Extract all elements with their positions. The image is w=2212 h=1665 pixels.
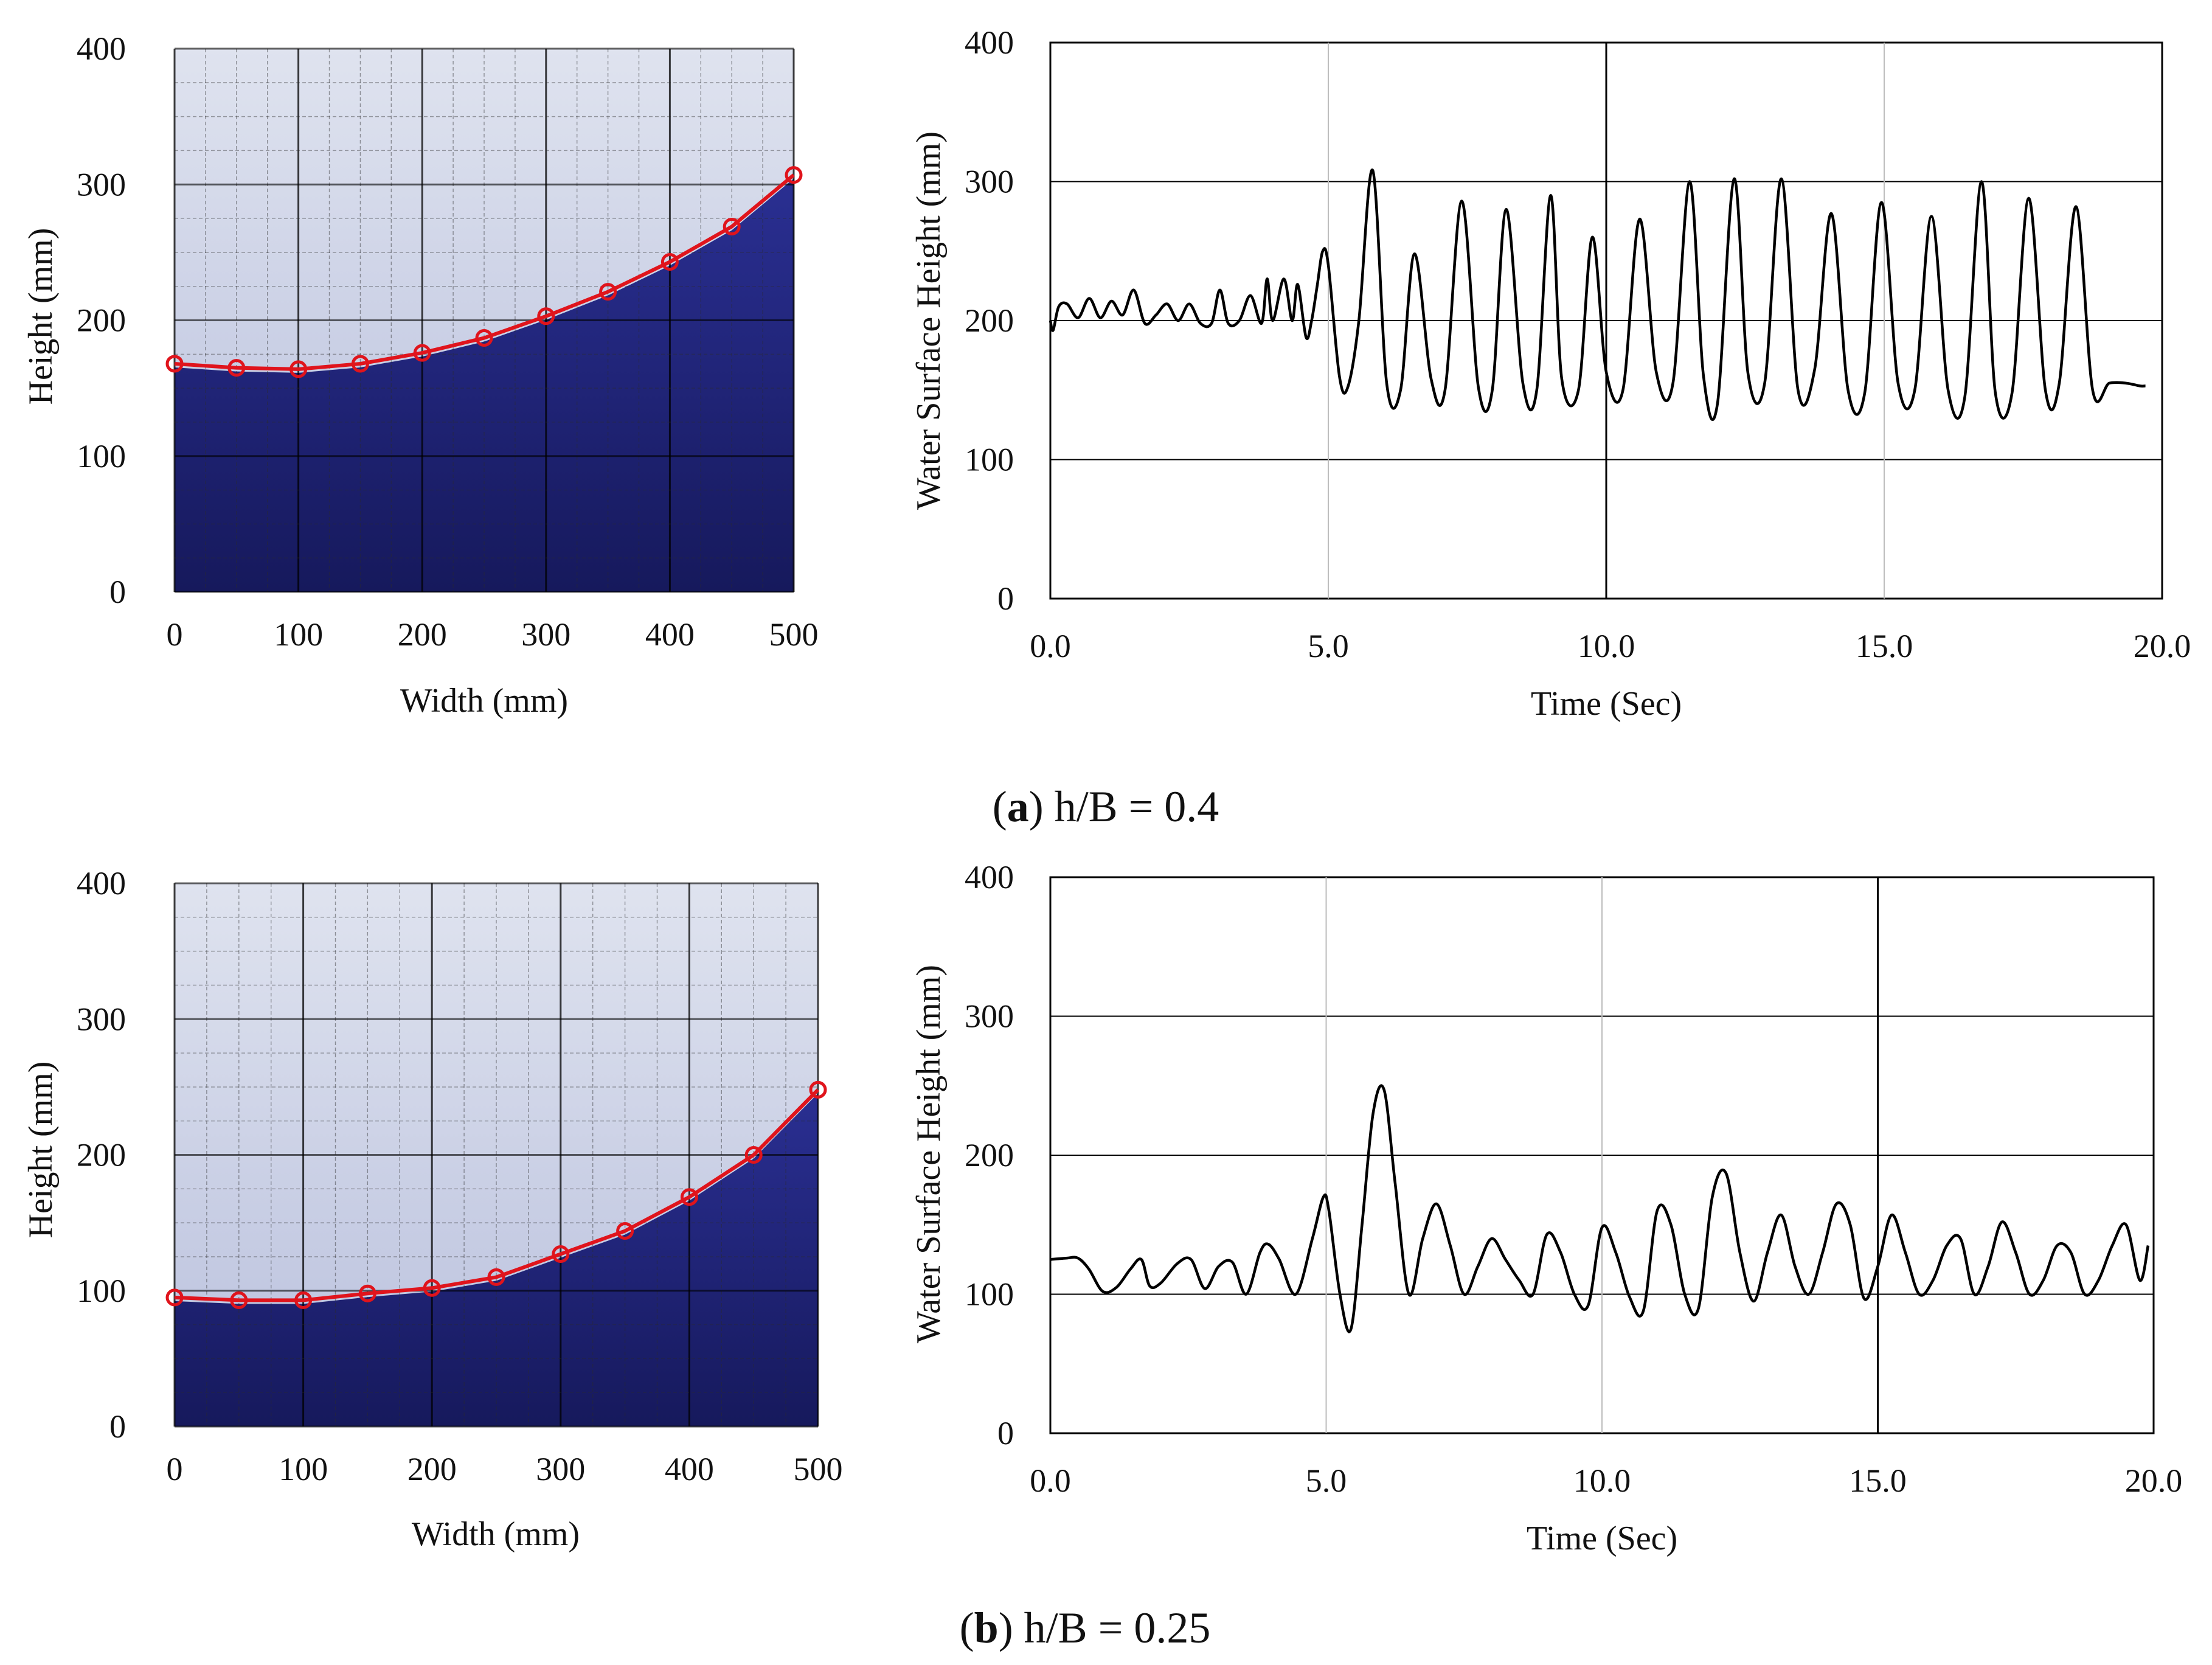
- x-tick-label: 0: [167, 616, 183, 653]
- y-tick-label: 200: [77, 1137, 126, 1173]
- y-axis-label: Height (mm): [22, 1062, 60, 1239]
- profile-point: [809, 1080, 827, 1099]
- profile-point: [290, 360, 308, 378]
- y-tick-label: 300: [965, 998, 1014, 1035]
- profile-point: [423, 1279, 441, 1297]
- water-height-series: [1049, 169, 2146, 421]
- x-axis-label: Width (mm): [412, 1515, 580, 1553]
- y-tick-label: 400: [965, 24, 1014, 61]
- caption-a: (a) h/B = 0.4: [993, 782, 1219, 831]
- x-tick-label: 200: [398, 616, 447, 653]
- profile-point: [230, 1291, 248, 1309]
- x-tick-label: 20.0: [2134, 628, 2191, 664]
- x-axis-label: Time (Sec): [1527, 1520, 1677, 1557]
- profile-point: [723, 217, 741, 235]
- y-tick-label: 300: [965, 164, 1014, 200]
- y-tick-label: 200: [965, 302, 1014, 339]
- photo-background: [173, 882, 819, 1428]
- caption-b: (b) h/B = 0.25: [960, 1604, 1211, 1652]
- photo-background: [173, 47, 795, 593]
- profile-point: [599, 283, 617, 301]
- profile-point: [785, 166, 803, 184]
- x-tick-label: 15.0: [1856, 628, 1913, 664]
- profile-line: [174, 173, 795, 371]
- x-tick-label: 400: [665, 1451, 714, 1487]
- y-tick-label: 200: [77, 302, 126, 339]
- profile-point: [475, 329, 493, 347]
- x-tick-label: 0.0: [1030, 1462, 1071, 1499]
- y-tick-label: 100: [77, 438, 126, 474]
- profile-point: [552, 1245, 570, 1263]
- profile-point: [744, 1146, 763, 1164]
- x-tick-label: 200: [407, 1451, 457, 1487]
- x-tick-label: 400: [645, 616, 695, 653]
- y-tick-label: 300: [77, 166, 126, 203]
- profile-point: [537, 307, 555, 325]
- x-tick-label: 5.0: [1308, 628, 1349, 664]
- profile-point: [680, 1188, 698, 1206]
- panel-a-timeseries-chart: 0 100 200 300 400 0.0 5.0 10.0 15.0 20.0 Time (S…: [910, 24, 2191, 723]
- x-tick-label: 0: [167, 1451, 183, 1487]
- y-tick-label: 100: [965, 1276, 1014, 1313]
- y-tick-label: 400: [77, 30, 126, 67]
- y-tick-label: 0: [997, 1415, 1014, 1451]
- profile-point: [616, 1222, 634, 1240]
- x-tick-label: 300: [521, 616, 570, 653]
- x-tick-label: 300: [536, 1451, 585, 1487]
- x-tick-label: 500: [794, 1451, 843, 1487]
- x-tick-label: 20.0: [2125, 1462, 2183, 1499]
- panel-a-profile-chart: 0 100 200 300 400 0 100 200 300 400 500 Width (mm…: [22, 30, 819, 720]
- y-tick-label: 200: [965, 1137, 1014, 1173]
- panel-b-timeseries-chart: 0 100 200 300 400 0.0 5.0 10.0 15.0 20.0 Time (S…: [910, 859, 2182, 1557]
- profile-point: [165, 1288, 184, 1307]
- profile-point: [358, 1284, 376, 1302]
- profile-point: [165, 355, 184, 373]
- water-height-series: [1050, 1084, 2150, 1333]
- y-axis-label: Water Surface Height (mm): [910, 965, 948, 1343]
- x-tick-label: 5.0: [1306, 1462, 1347, 1499]
- y-tick-label: 100: [965, 442, 1014, 478]
- y-tick-label: 400: [965, 859, 1014, 895]
- profile-point: [294, 1291, 313, 1309]
- x-tick-label: 10.0: [1578, 628, 1635, 664]
- panel-b-profile-chart: 0 100 200 300 400 0 100 200 300 400 500 Width (mm…: [22, 865, 843, 1553]
- x-axis-label: Time (Sec): [1531, 685, 1682, 723]
- x-tick-label: 15.0: [1849, 1462, 1907, 1499]
- profile-point: [351, 355, 369, 373]
- x-tick-label: 500: [769, 616, 819, 653]
- y-tick-label: 0: [109, 1408, 126, 1445]
- x-axis-label: Width (mm): [400, 682, 568, 720]
- profile-point: [227, 359, 246, 377]
- profile-point: [413, 344, 431, 362]
- y-tick-label: 0: [997, 580, 1014, 617]
- profile-point: [660, 253, 679, 271]
- y-tick-label: 100: [77, 1273, 126, 1309]
- y-tick-label: 0: [109, 574, 126, 610]
- y-tick-label: 400: [77, 865, 126, 902]
- profile-point: [487, 1268, 505, 1286]
- y-axis-label: Water Surface Height (mm): [910, 131, 948, 510]
- x-tick-label: 10.0: [1573, 1462, 1631, 1499]
- y-tick-label: 300: [77, 1001, 126, 1037]
- x-tick-label: 0.0: [1030, 628, 1071, 664]
- y-axis-label: Height (mm): [22, 228, 60, 405]
- x-tick-label: 100: [274, 616, 323, 653]
- profile-line: [174, 1088, 820, 1302]
- x-tick-label: 100: [279, 1451, 328, 1487]
